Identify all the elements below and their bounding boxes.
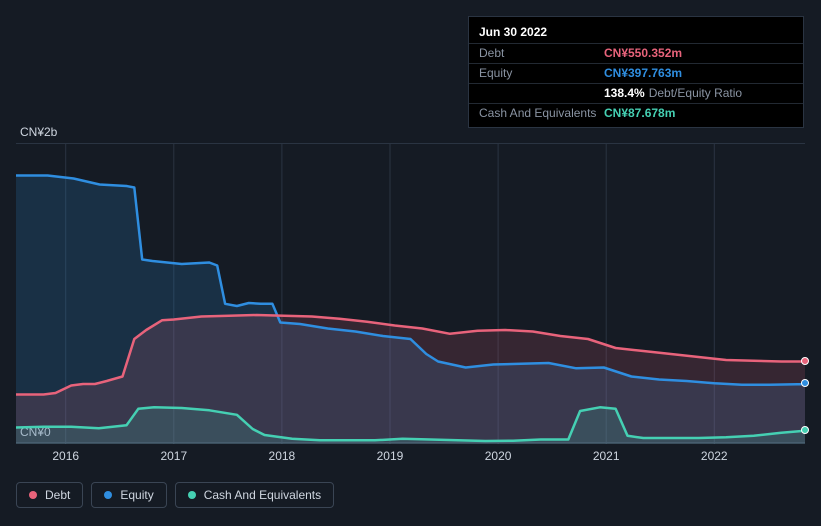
end-marker-debt [801,357,809,365]
tooltip-label: Debt [479,46,604,60]
x-axis-year: 2016 [52,449,79,463]
tooltip-value: CN¥397.763m [604,66,682,80]
tooltip-label: Cash And Equivalents [479,106,604,120]
tooltip-row-ratio: 138.4% Debt/Equity Ratio [469,83,803,103]
legend-dot-icon [188,491,196,499]
x-axis-year: 2018 [269,449,296,463]
x-axis-labels: 2016 2017 2018 2019 2020 2021 2022 [16,449,805,467]
chart-plot-area[interactable] [16,143,805,443]
legend-label: Equity [120,488,153,502]
end-marker-equity [801,379,809,387]
legend: Debt Equity Cash And Equivalents [16,482,334,508]
legend-label: Cash And Equivalents [204,488,321,502]
tooltip-label: Equity [479,66,604,80]
y-axis-label-max: CN¥2b [20,125,57,139]
tooltip-date: Jun 30 2022 [469,21,803,43]
tooltip-panel: Jun 30 2022 Debt CN¥550.352m Equity CN¥3… [468,16,804,128]
tooltip-value: CN¥550.352m [604,46,682,60]
legend-label: Debt [45,488,70,502]
x-axis-year: 2021 [593,449,620,463]
x-axis-year: 2017 [160,449,187,463]
tooltip-label [479,86,604,100]
tooltip-row-cash: Cash And Equivalents CN¥87.678m [469,103,803,123]
legend-item-cash-and-equivalents[interactable]: Cash And Equivalents [175,482,334,508]
tooltip-row-equity: Equity CN¥397.763m [469,63,803,83]
x-axis-year: 2022 [701,449,728,463]
legend-item-equity[interactable]: Equity [91,482,166,508]
tooltip-ratio-label: Debt/Equity Ratio [649,86,742,100]
x-axis-year: 2019 [377,449,404,463]
end-marker-cash-and-equivalents [801,426,809,434]
legend-dot-icon [104,491,112,499]
x-axis-year: 2020 [485,449,512,463]
tooltip-row-debt: Debt CN¥550.352m [469,43,803,63]
legend-dot-icon [29,491,37,499]
tooltip-ratio-pct: 138.4% [604,86,645,100]
tooltip-value: CN¥87.678m [604,106,675,120]
legend-item-debt[interactable]: Debt [16,482,83,508]
chart-svg [16,144,805,444]
